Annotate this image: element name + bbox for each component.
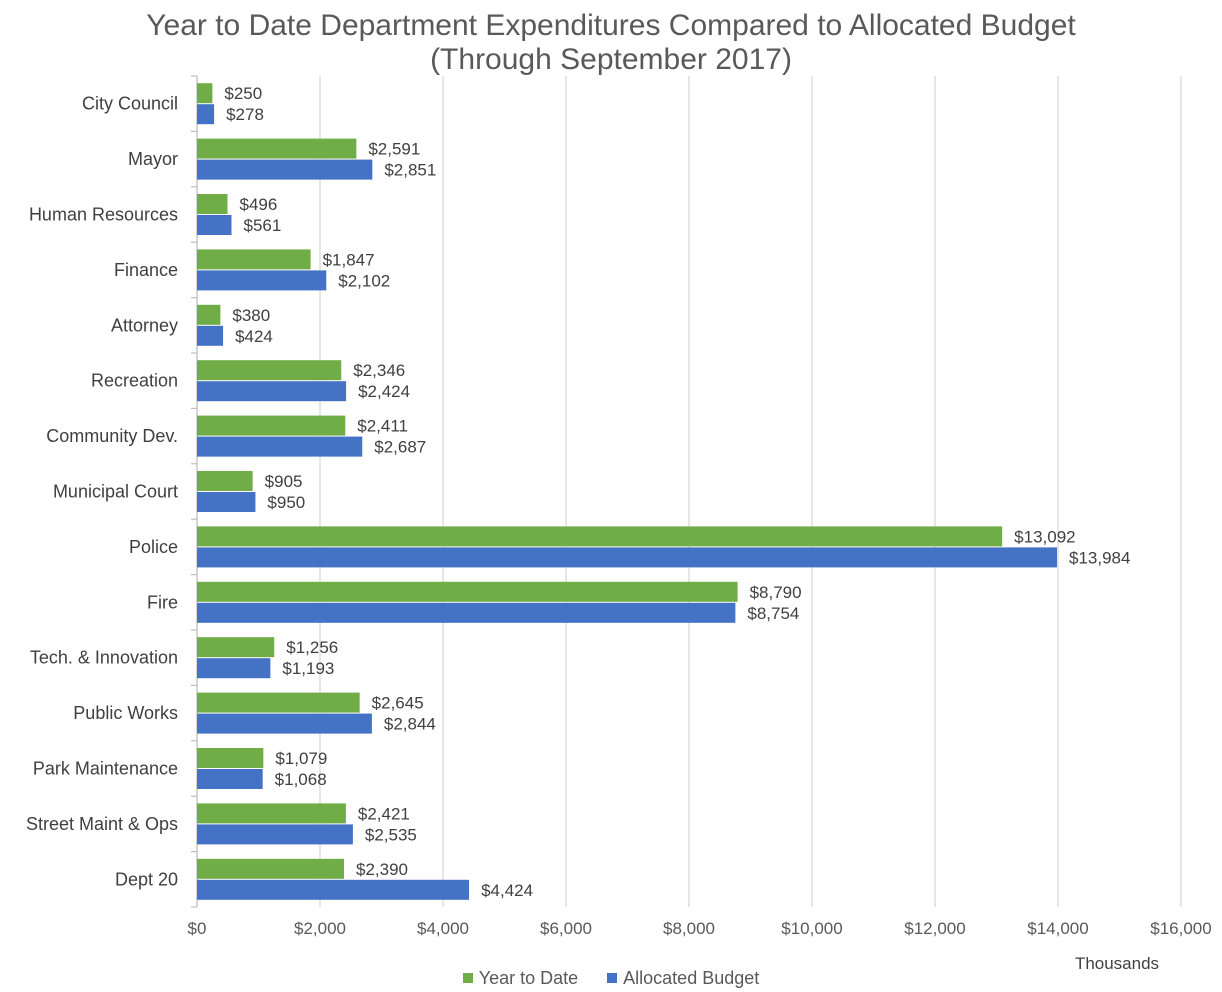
data-label: $250 bbox=[224, 84, 262, 103]
bar-year-to-date bbox=[197, 360, 342, 381]
legend-swatch-allocated-budget bbox=[607, 973, 618, 983]
bar-year-to-date bbox=[197, 415, 346, 436]
bar-year-to-date bbox=[197, 138, 357, 159]
data-label: $2,424 bbox=[358, 382, 410, 401]
data-label: $13,984 bbox=[1069, 548, 1130, 567]
data-label: $1,256 bbox=[286, 638, 338, 657]
bar-year-to-date bbox=[197, 803, 346, 824]
bar-year-to-date bbox=[197, 858, 344, 879]
bar-allocated-budget bbox=[197, 713, 372, 734]
bar-year-to-date bbox=[197, 637, 275, 658]
bar-year-to-date bbox=[197, 471, 253, 491]
bar-allocated-budget bbox=[197, 215, 232, 235]
bar-year-to-date bbox=[197, 83, 213, 104]
x-tick-label: $10,000 bbox=[781, 919, 842, 938]
category-label: Fire bbox=[147, 592, 178, 612]
legend-label-year-to-date: Year to Date bbox=[478, 968, 579, 988]
category-label: Dept 20 bbox=[115, 869, 178, 889]
legend-item-allocated-budget: Allocated Budget bbox=[607, 968, 759, 989]
category-label: Public Works bbox=[73, 703, 178, 723]
bar-allocated-budget bbox=[197, 824, 353, 845]
bar-allocated-budget bbox=[197, 381, 347, 402]
unit-label: Thousands bbox=[1075, 954, 1159, 973]
data-label: $8,754 bbox=[747, 604, 799, 623]
data-label: $13,092 bbox=[1014, 527, 1075, 546]
data-label: $2,535 bbox=[365, 825, 417, 844]
legend-label-allocated-budget: Allocated Budget bbox=[623, 968, 760, 988]
legend: Year to Date Allocated Budget bbox=[0, 968, 1222, 989]
bar-allocated-budget bbox=[197, 159, 373, 180]
bar-year-to-date bbox=[197, 194, 228, 214]
x-tick-label: $4,000 bbox=[417, 919, 469, 938]
bar-year-to-date bbox=[197, 249, 311, 270]
data-label: $2,102 bbox=[338, 271, 390, 290]
data-label: $1,193 bbox=[282, 659, 334, 678]
chart-title: Year to Date Department Expenditures Com… bbox=[146, 9, 1076, 42]
x-tick-label: $8,000 bbox=[663, 919, 715, 938]
bar-allocated-budget bbox=[197, 492, 256, 512]
data-label: $2,390 bbox=[356, 860, 408, 879]
x-tick-label: $2,000 bbox=[294, 919, 346, 938]
category-label: Park Maintenance bbox=[33, 759, 178, 779]
data-label: $950 bbox=[267, 493, 305, 512]
data-label: $8,790 bbox=[750, 583, 802, 602]
category-label: Mayor bbox=[128, 149, 178, 169]
data-label: $2,421 bbox=[358, 804, 410, 823]
x-tick-label: $0 bbox=[188, 919, 207, 938]
data-label: $2,591 bbox=[368, 140, 420, 159]
bar-year-to-date bbox=[197, 581, 738, 602]
data-label: $1,847 bbox=[323, 250, 375, 269]
chart-subtitle: (Through September 2017) bbox=[430, 43, 792, 76]
bar-allocated-budget bbox=[197, 658, 271, 679]
category-label: Human Resources bbox=[29, 205, 178, 225]
legend-item-year-to-date: Year to Date bbox=[462, 968, 579, 989]
bar-allocated-budget bbox=[197, 436, 363, 457]
data-label: $2,844 bbox=[384, 715, 436, 734]
bar-year-to-date bbox=[197, 304, 221, 325]
data-label: $2,346 bbox=[353, 361, 405, 380]
bar-allocated-budget bbox=[197, 879, 470, 900]
bar-year-to-date bbox=[197, 526, 1003, 547]
bar-year-to-date bbox=[197, 748, 264, 768]
category-label: City Council bbox=[82, 94, 178, 114]
x-tick-label: $14,000 bbox=[1027, 919, 1088, 938]
data-label: $278 bbox=[226, 105, 264, 124]
data-label: $496 bbox=[240, 195, 278, 214]
legend-swatch-year-to-date bbox=[462, 973, 473, 983]
category-label: Tech. & Innovation bbox=[30, 648, 178, 668]
data-label: $380 bbox=[232, 306, 270, 325]
x-tick-label: $12,000 bbox=[904, 919, 965, 938]
bar-allocated-budget bbox=[197, 104, 215, 125]
bar-allocated-budget bbox=[197, 270, 327, 291]
category-label: Community Dev. bbox=[46, 426, 178, 446]
x-tick-label: $16,000 bbox=[1150, 919, 1211, 938]
category-label: Finance bbox=[114, 260, 178, 280]
data-label: $4,424 bbox=[481, 881, 533, 900]
bar-allocated-budget bbox=[197, 547, 1058, 568]
category-label: Police bbox=[129, 537, 178, 557]
bar-year-to-date bbox=[197, 692, 360, 713]
bar-allocated-budget bbox=[197, 769, 263, 789]
category-label: Recreation bbox=[91, 371, 178, 391]
category-label: Street Maint & Ops bbox=[26, 814, 178, 834]
data-label: $561 bbox=[244, 216, 282, 235]
x-tick-label: $6,000 bbox=[540, 919, 592, 938]
data-label: $1,079 bbox=[275, 749, 327, 768]
bar-allocated-budget bbox=[197, 602, 736, 623]
category-label: Municipal Court bbox=[53, 482, 178, 502]
data-label: $2,687 bbox=[374, 438, 426, 457]
category-label: Attorney bbox=[111, 315, 178, 335]
data-label: $2,851 bbox=[384, 161, 436, 180]
data-label: $424 bbox=[235, 327, 273, 346]
data-label: $2,645 bbox=[372, 694, 424, 713]
data-label: $905 bbox=[265, 472, 303, 491]
data-label: $1,068 bbox=[275, 770, 327, 789]
bar-allocated-budget bbox=[197, 325, 224, 346]
data-label: $2,411 bbox=[357, 417, 408, 436]
